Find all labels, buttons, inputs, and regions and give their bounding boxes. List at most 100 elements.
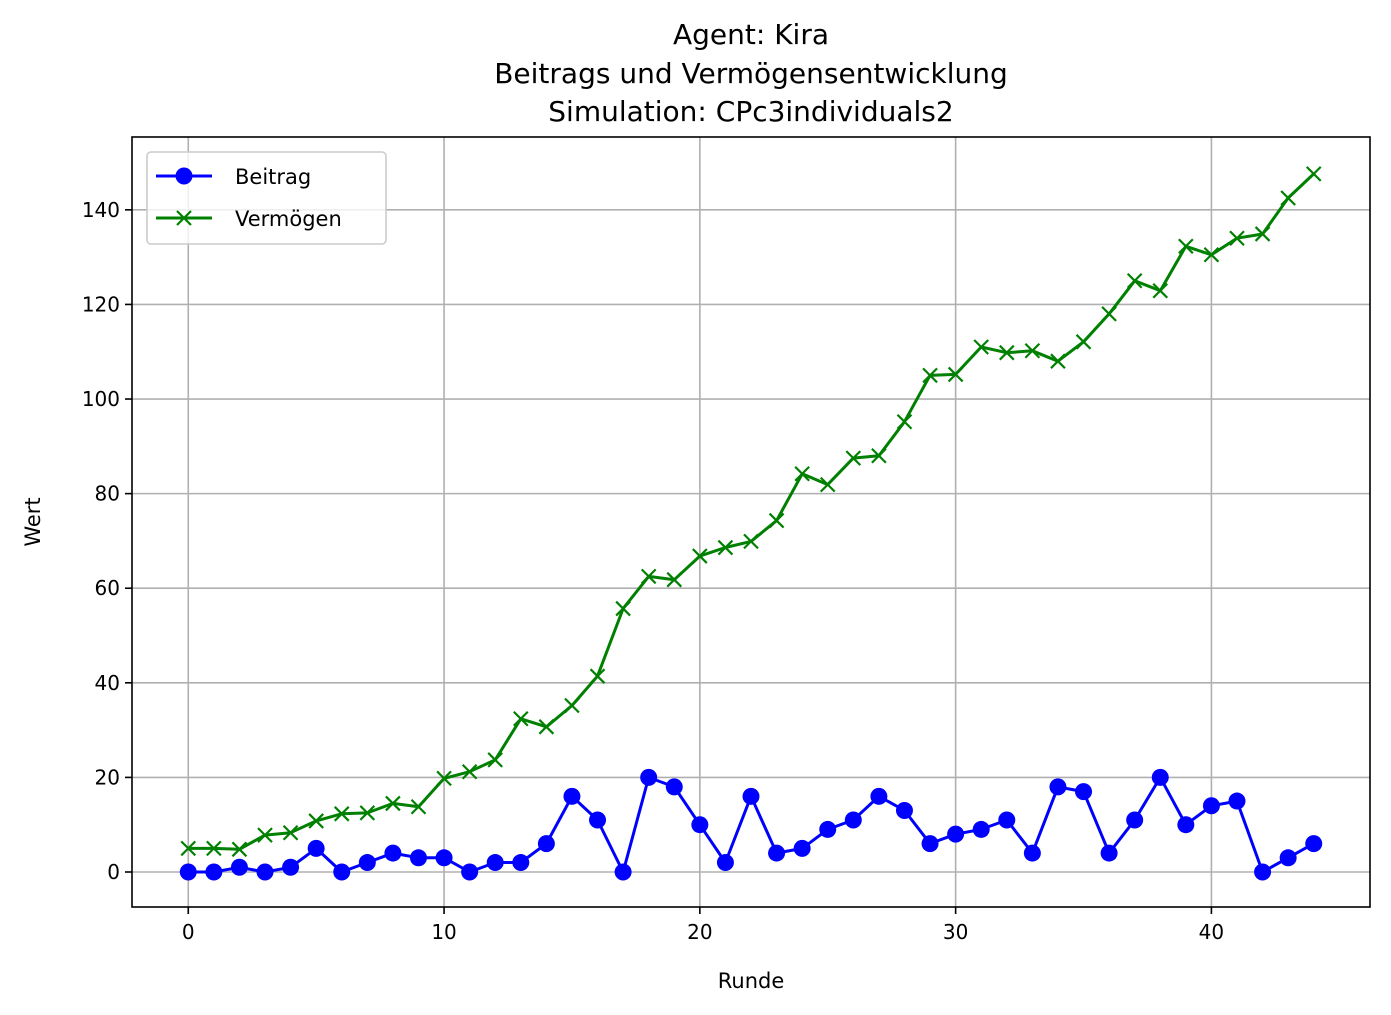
data-point-beitrag — [384, 844, 402, 862]
data-point-beitrag — [819, 820, 837, 838]
data-point-vermoegen — [922, 367, 938, 384]
data-point-vermoegen — [871, 448, 887, 464]
y-tick-label: 20 — [95, 765, 120, 789]
data-point-beitrag — [742, 787, 760, 805]
data-point-beitrag — [282, 858, 300, 876]
data-point-vermoegen — [385, 795, 401, 812]
data-point-vermoegen — [538, 719, 555, 735]
data-point-beitrag — [1049, 778, 1067, 796]
data-point-beitrag — [1177, 816, 1195, 834]
data-point-vermoegen — [768, 512, 785, 529]
data-point-beitrag — [435, 849, 453, 867]
data-point-beitrag — [870, 787, 888, 805]
legend-marker-beitrag — [175, 167, 193, 185]
data-point-vermoegen — [973, 339, 989, 355]
data-point-vermoegen — [1101, 306, 1117, 322]
chart-title-line-1: Agent: Kira — [673, 18, 829, 51]
data-point-beitrag — [1023, 844, 1041, 862]
data-point-vermoegen — [564, 697, 580, 714]
data-point-vermoegen — [896, 413, 913, 430]
data-point-beitrag — [461, 863, 479, 881]
data-point-vermoegen — [308, 813, 324, 829]
data-point-beitrag — [793, 839, 811, 857]
data-point-beitrag — [1228, 792, 1246, 810]
data-point-vermoegen — [1050, 353, 1066, 369]
data-point-beitrag — [1100, 844, 1118, 862]
data-point-vermoegen — [666, 571, 683, 588]
data-point-vermoegen — [513, 710, 529, 727]
data-point-beitrag — [589, 811, 607, 829]
data-point-vermoegen — [1178, 238, 1194, 255]
data-point-vermoegen — [1152, 282, 1169, 299]
data-point-vermoegen — [436, 770, 452, 787]
data-point-vermoegen — [206, 840, 222, 857]
y-tick-label: 60 — [95, 576, 120, 600]
data-point-beitrag — [665, 778, 683, 796]
y-tick-label: 140 — [82, 198, 120, 222]
data-point-vermoegen — [615, 600, 631, 617]
data-point-beitrag — [947, 825, 965, 843]
data-point-beitrag — [230, 858, 248, 876]
x-tick-label: 20 — [687, 920, 712, 944]
data-point-vermoegen — [819, 476, 836, 493]
y-tick-label: 0 — [107, 860, 120, 884]
legend: Beitrag Vermögen — [146, 151, 387, 245]
data-point-vermoegen — [257, 827, 273, 843]
data-point-beitrag — [537, 835, 555, 853]
data-point-beitrag — [895, 802, 913, 820]
data-point-beitrag — [1305, 835, 1323, 853]
data-point-beitrag — [921, 835, 939, 853]
x-tick-label: 0 — [182, 920, 195, 944]
x-axis-ticks: 0 10 20 30 40 — [182, 907, 1224, 944]
legend-label-beitrag: Beitrag — [235, 165, 311, 189]
data-point-beitrag — [205, 863, 223, 881]
y-tick-label: 80 — [95, 482, 120, 506]
data-point-beitrag — [358, 854, 376, 872]
data-point-beitrag — [768, 844, 786, 862]
y-tick-label: 120 — [82, 292, 120, 316]
data-point-beitrag — [614, 863, 632, 881]
data-point-beitrag — [844, 811, 862, 829]
data-point-vermoegen — [1126, 273, 1143, 289]
y-tick-label: 40 — [95, 671, 120, 695]
data-point-vermoegen — [743, 533, 759, 550]
chart-title-line-2: Beitrags und Vermögensentwicklung — [494, 57, 1008, 90]
x-axis-label: Runde — [718, 969, 785, 993]
data-point-beitrag — [512, 854, 530, 872]
data-point-vermoegen — [180, 840, 197, 857]
data-series — [179, 166, 1323, 881]
data-point-vermoegen — [487, 752, 503, 768]
data-point-beitrag — [179, 863, 197, 881]
data-point-beitrag — [998, 811, 1016, 829]
data-point-beitrag — [1126, 811, 1144, 829]
data-point-vermoegen — [692, 548, 708, 564]
data-point-beitrag — [563, 787, 581, 805]
data-point-beitrag — [1254, 863, 1272, 881]
data-point-beitrag — [486, 854, 504, 872]
data-point-vermoegen — [1024, 343, 1041, 359]
data-point-beitrag — [640, 768, 658, 786]
y-axis-ticks: 0 20 40 60 80 100 120 140 — [82, 198, 132, 884]
legend-marker-vermoegen — [176, 210, 192, 226]
x-tick-label: 40 — [1199, 920, 1224, 944]
data-point-vermoegen — [410, 798, 427, 815]
data-point-vermoegen — [1075, 334, 1092, 350]
data-point-vermoegen — [640, 568, 657, 585]
data-point-vermoegen — [1254, 226, 1271, 242]
data-point-beitrag — [1151, 768, 1169, 786]
data-point-vermoegen — [1203, 246, 1220, 263]
data-point-beitrag — [1202, 797, 1220, 815]
data-point-beitrag — [333, 863, 351, 881]
data-point-beitrag — [307, 839, 325, 857]
data-point-vermoegen — [333, 806, 350, 822]
data-point-beitrag — [256, 863, 274, 881]
data-point-beitrag — [716, 854, 734, 872]
data-point-beitrag — [691, 816, 709, 834]
data-point-vermoegen — [1229, 230, 1245, 246]
data-point-vermoegen — [1305, 166, 1322, 182]
plot-frame — [131, 136, 1371, 908]
data-point-vermoegen — [947, 366, 964, 383]
data-point-vermoegen — [282, 824, 299, 841]
data-point-vermoegen — [845, 450, 862, 466]
